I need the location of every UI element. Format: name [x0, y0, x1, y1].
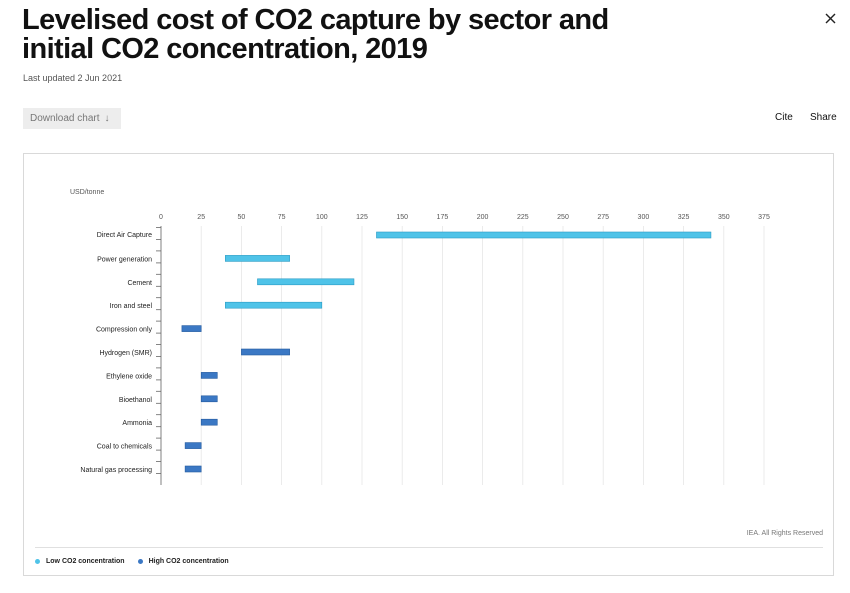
category-label: Bioethanol [119, 397, 153, 404]
bar-low-concentration [225, 301, 323, 309]
unit-label: USD/tonne [70, 189, 105, 196]
legend-divider [35, 547, 823, 548]
x-tick-label: 100 [316, 214, 328, 221]
x-tick-label: 275 [597, 214, 609, 221]
category-label: Natural gas processing [80, 467, 152, 474]
x-tick-label: 350 [718, 214, 730, 221]
last-updated: Last updated 2 Jun 2021 [23, 73, 123, 83]
category-label: Compression only [96, 327, 153, 334]
category-label: Ammonia [122, 420, 152, 427]
legend-swatch-high [137, 559, 143, 564]
category-label: Ethylene oxide [106, 373, 152, 380]
category-label: Hydrogen (SMR) [99, 350, 152, 357]
x-tick-label: 50 [238, 214, 246, 221]
share-link[interactable]: Share [810, 112, 837, 123]
category-label: Coal to chemicals [97, 444, 153, 451]
legend-label-high: High CO2 concentration [148, 558, 229, 565]
chart-title: Levelised cost of CO2 capture by sector … [22, 4, 609, 65]
bar-high-concentration [184, 442, 202, 449]
download-arrow-icon: ↓ [104, 113, 110, 124]
x-tick-label: 75 [278, 214, 286, 221]
category-label: Iron and steel [110, 303, 153, 310]
x-tick-label: 200 [477, 214, 489, 221]
x-tick-label: 25 [197, 214, 205, 221]
bar-low-concentration [225, 255, 290, 262]
x-tick-label: 375 [758, 214, 770, 221]
x-tick-label: 300 [638, 214, 650, 221]
x-tick-label: 0 [159, 214, 163, 221]
category-label: Power generation [97, 256, 152, 263]
x-tick-label: 250 [557, 214, 569, 221]
download-chart-button[interactable]: Download chart ↓ [23, 108, 121, 129]
bar-high-concentration [181, 325, 202, 332]
bar-high-concentration [184, 465, 202, 473]
cite-link[interactable]: Cite [775, 112, 793, 123]
x-tick-label: 325 [678, 214, 690, 221]
x-tick-label: 175 [437, 214, 449, 221]
x-tick-label: 125 [356, 214, 368, 221]
x-tick-label: 150 [396, 214, 408, 221]
category-label: Direct Air Capture [97, 232, 152, 239]
bar-high-concentration [241, 348, 290, 356]
bar-high-concentration [200, 395, 218, 403]
bar-low-concentration [376, 231, 712, 239]
credit-text: IEA. All Rights Reserved [746, 530, 823, 537]
bar-low-concentration [257, 278, 355, 286]
legend-swatch-low [35, 559, 40, 564]
bar-high-concentration [200, 372, 218, 379]
x-tick-label: 225 [517, 214, 529, 221]
category-label: Cement [127, 280, 152, 287]
bar-high-concentration [200, 418, 218, 426]
close-icon[interactable] [822, 10, 840, 28]
legend: Low CO2 concentration High CO2 concentra… [35, 558, 242, 565]
legend-label-low: Low CO2 concentration [46, 558, 125, 565]
legend-item-high[interactable]: High CO2 concentration [137, 558, 229, 565]
chart-frame [23, 153, 834, 576]
legend-item-low[interactable]: Low CO2 concentration [35, 558, 125, 565]
download-label: Download chart [30, 113, 100, 124]
